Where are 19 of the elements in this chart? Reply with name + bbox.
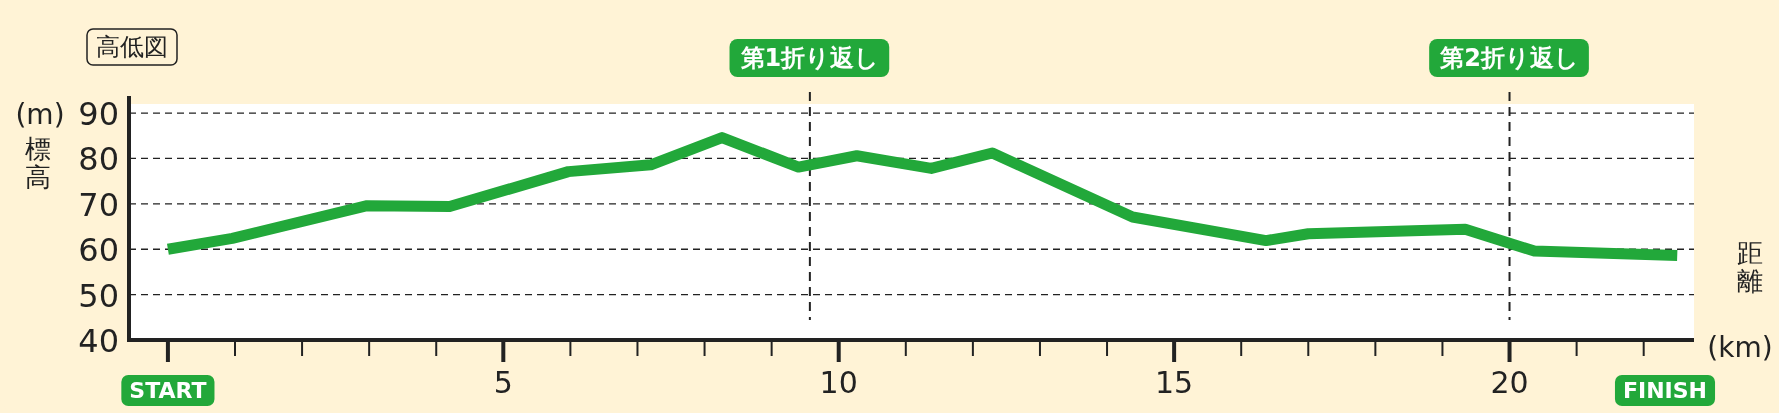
- x-tick-label: 5: [493, 365, 513, 400]
- y-tick-label: 50: [78, 276, 119, 315]
- text: (km): [1707, 331, 1773, 364]
- x-tick-label: START: [129, 378, 207, 403]
- text: (m): [15, 98, 65, 131]
- x-tick-label: 10: [819, 365, 858, 400]
- x-tick-label: 20: [1490, 365, 1529, 400]
- text: FINISH: [1622, 378, 1708, 403]
- chart-title: 高低図: [96, 33, 168, 61]
- y-tick-label: 60: [78, 231, 119, 270]
- y-tick-label: 90: [78, 95, 119, 134]
- x-axis-title: 距離: [1737, 238, 1763, 296]
- y-axis-title: 標高: [25, 134, 51, 192]
- ref-line-label: 第2折り返し: [1439, 44, 1579, 72]
- x-tick-label: 15: [1155, 365, 1194, 400]
- y-tick-label: 40: [78, 322, 119, 360]
- y-tick-label: 70: [78, 185, 119, 224]
- y-tick-label: 80: [78, 140, 119, 179]
- ref-line-label: 第1折り返し: [739, 44, 880, 72]
